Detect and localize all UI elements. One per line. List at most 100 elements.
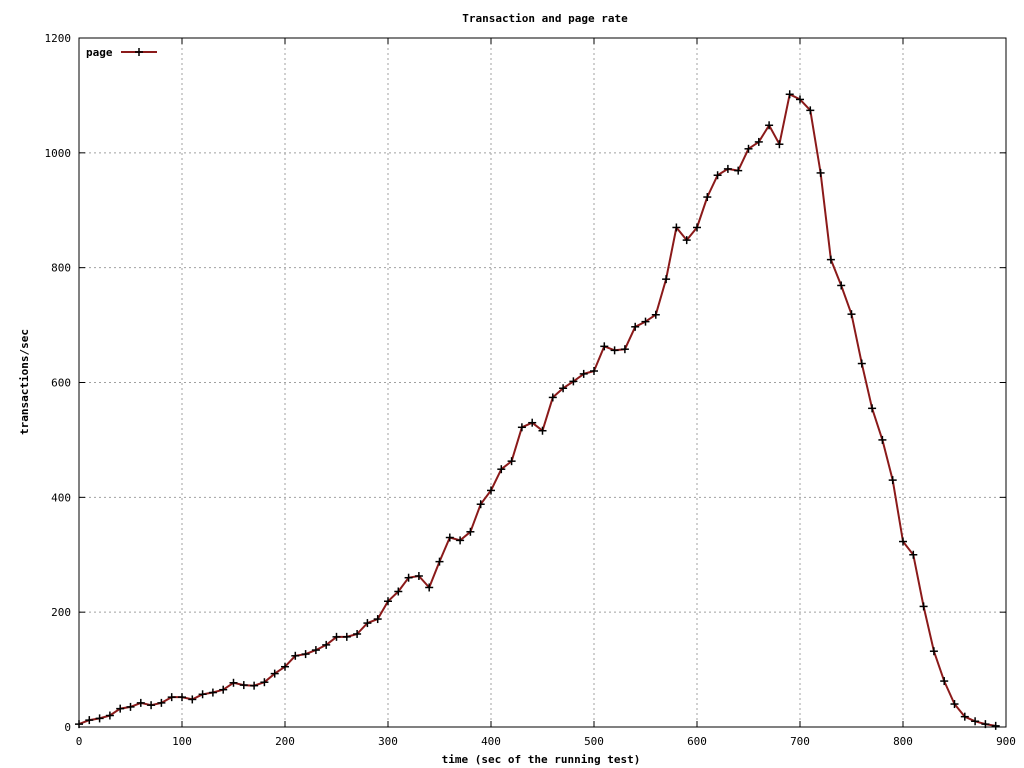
x-tick-label: 100	[172, 735, 192, 748]
data-point	[651, 310, 660, 319]
data-point	[682, 236, 691, 245]
x-tick-label: 300	[378, 735, 398, 748]
data-point	[960, 712, 969, 721]
data-point	[559, 384, 568, 393]
y-tick-label: 1000	[45, 147, 72, 160]
data-point	[816, 168, 825, 177]
data-point	[497, 465, 506, 474]
chart-title: Transaction and page rate	[462, 12, 628, 25]
data-point	[847, 310, 856, 319]
data-point	[281, 662, 289, 671]
data-point	[136, 698, 145, 707]
data-point	[147, 701, 156, 710]
data-point	[85, 716, 94, 725]
data-point	[353, 629, 362, 638]
data-point	[373, 615, 382, 624]
legend-marker	[135, 48, 143, 56]
series-page	[75, 90, 1000, 730]
data-point	[208, 688, 217, 697]
data-point	[806, 106, 815, 115]
x-tick-label: 900	[996, 735, 1016, 748]
data-point	[971, 717, 980, 726]
y-tick-label: 1200	[45, 32, 72, 45]
data-point	[75, 720, 83, 729]
data-point	[981, 720, 990, 729]
axis-ticks: 0 100 200 300 400 500 600 700 800 900 0 200 400 600 80…	[45, 32, 1016, 748]
data-point	[868, 404, 877, 413]
data-point	[723, 164, 732, 173]
data-point	[404, 573, 413, 582]
data-point	[332, 632, 341, 641]
data-point	[363, 619, 372, 628]
legend-entry-page: page	[86, 46, 113, 59]
data-point	[507, 457, 516, 466]
data-point	[641, 317, 650, 326]
data-point	[765, 121, 774, 130]
data-point	[631, 322, 640, 331]
data-point	[569, 377, 578, 386]
data-point	[940, 677, 949, 686]
data-point	[476, 500, 485, 509]
data-point	[744, 144, 753, 153]
x-tick-label: 0	[76, 735, 83, 748]
data-point	[394, 587, 403, 596]
data-point	[342, 632, 351, 641]
y-tick-label: 800	[51, 262, 71, 275]
data-point	[435, 557, 444, 566]
data-point	[620, 345, 629, 354]
data-point	[878, 435, 887, 444]
data-point	[662, 275, 671, 284]
data-point	[950, 700, 959, 709]
data-point	[157, 698, 166, 707]
data-point	[487, 486, 495, 495]
data-point	[322, 640, 331, 649]
x-tick-label: 600	[687, 735, 707, 748]
data-point	[785, 90, 794, 99]
x-tick-label: 500	[584, 735, 604, 748]
data-point	[425, 583, 434, 592]
data-point	[919, 602, 928, 611]
data-point	[929, 647, 938, 656]
data-point	[384, 597, 392, 606]
data-point	[116, 704, 125, 713]
y-axis-label: transactions/sec	[18, 329, 31, 435]
y-tick-label: 400	[51, 491, 71, 504]
data-point	[548, 393, 557, 402]
legend-marker-plus	[135, 48, 143, 56]
data-point	[105, 711, 114, 720]
x-axis-label: time (sec of the running test)	[442, 753, 641, 766]
data-point	[528, 418, 537, 427]
data-point	[250, 681, 259, 690]
data-point	[270, 669, 279, 678]
x-tick-label: 400	[481, 735, 501, 748]
data-point	[610, 346, 619, 355]
x-tick-label: 200	[275, 735, 295, 748]
data-point	[178, 693, 186, 702]
data-point	[456, 536, 465, 545]
data-point	[311, 646, 320, 655]
data-point	[126, 702, 135, 711]
data-point	[693, 223, 701, 232]
data-point	[229, 678, 238, 687]
y-tick-label: 0	[64, 721, 71, 734]
data-point	[301, 650, 310, 659]
data-point	[414, 571, 423, 580]
data-point	[713, 171, 722, 180]
data-point	[909, 550, 918, 559]
data-point	[291, 651, 300, 660]
data-point	[188, 695, 197, 704]
data-point	[754, 137, 763, 146]
data-point	[600, 342, 609, 351]
series-line	[78, 93, 996, 727]
data-point	[260, 678, 269, 687]
x-tick-label: 700	[790, 735, 810, 748]
data-point	[672, 223, 681, 232]
data-point	[899, 537, 907, 546]
data-point	[857, 359, 866, 368]
data-point	[590, 367, 598, 376]
data-point	[703, 193, 712, 202]
data-point	[826, 255, 835, 264]
data-point	[239, 681, 248, 690]
y-tick-label: 200	[51, 606, 71, 619]
